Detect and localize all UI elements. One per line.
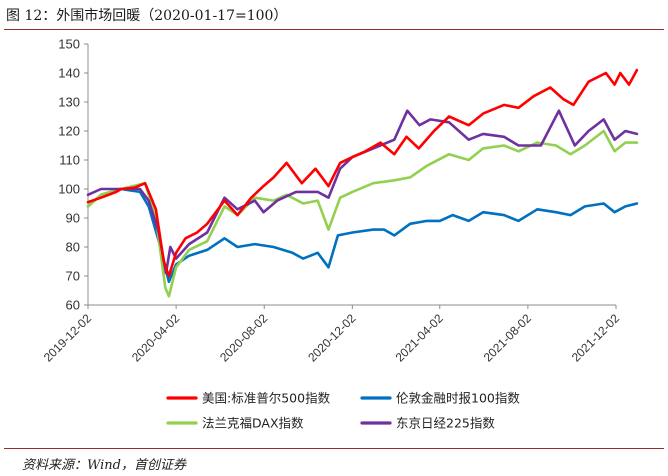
y-tick-label: 60: [66, 298, 80, 313]
x-tick-label: 2021-12-02: [569, 311, 623, 365]
line-chart: 60 70 80 90 100 110 120 130 140 150 2019-12-02 202…: [41, 37, 639, 431]
series-line-1: [86, 187, 639, 284]
bottom-rule: [4, 448, 664, 449]
source-note: 资料来源：Wind，首创证券: [22, 458, 186, 473]
y-tick-label: 140: [58, 66, 80, 81]
series-line-0: [86, 68, 639, 278]
figure-title: 图 12：外围市场回暖（2020-01-17=100）: [6, 8, 288, 24]
y-tick-label: 110: [59, 153, 80, 168]
x-tick-label: 2021-04-02: [393, 311, 447, 365]
legend-label-1: 伦敦金融时报100指数: [396, 391, 520, 406]
x-tick-label: 2020-04-02: [129, 311, 183, 365]
x-tick-label: 2021-08-02: [481, 311, 535, 365]
legend-label-3: 东京日经225指数: [396, 416, 495, 431]
y-tick-label: 90: [66, 211, 80, 226]
x-tick-label: 2019-12-02: [41, 311, 95, 365]
x-tick-label: 2020-08-02: [217, 311, 271, 365]
series-line-2: [86, 129, 639, 298]
y-tick-label: 150: [58, 37, 80, 52]
y-tick-label: 100: [58, 182, 80, 197]
legend-label-0: 美国:标准普尔500指数: [202, 391, 331, 406]
y-tick-label: 120: [58, 124, 80, 139]
y-tick-label: 80: [66, 240, 80, 255]
series-lines: [86, 68, 639, 298]
series-line-3: [86, 109, 639, 275]
x-tick-label: 2020-12-02: [305, 311, 359, 365]
y-axis-ticks: 60 70 80 90 100 110 120 130 140 150: [58, 37, 88, 313]
legend-label-2: 法兰克福DAX指数: [202, 416, 304, 431]
y-tick-label: 70: [66, 269, 80, 284]
top-rule: [4, 29, 664, 30]
y-tick-label: 130: [58, 95, 80, 110]
x-axis-ticks: 2019-12-02 2020-04-02 2020-08-02 2020-12-02…: [41, 305, 623, 365]
